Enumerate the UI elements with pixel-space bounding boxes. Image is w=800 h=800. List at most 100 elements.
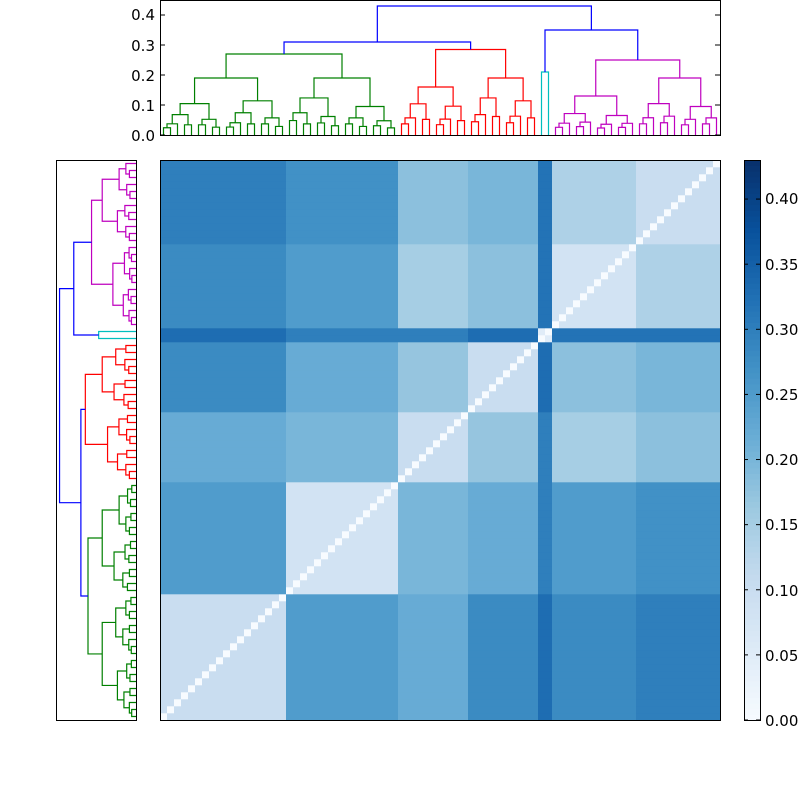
heatmap-cell (468, 286, 476, 294)
heatmap-cell (419, 608, 427, 616)
heatmap-cell (251, 440, 259, 448)
heatmap-cell (531, 398, 539, 406)
heatmap-cell (545, 349, 553, 357)
dendrogram-link (509, 115, 522, 135)
heatmap-cell (293, 363, 301, 371)
heatmap-cell (412, 300, 420, 308)
heatmap-cell (167, 349, 175, 357)
heatmap-cell (496, 244, 504, 252)
heatmap-cell (559, 412, 567, 420)
heatmap-cell (440, 230, 448, 238)
heatmap-cell (167, 174, 175, 182)
heatmap-cell (160, 601, 168, 609)
heatmap-cell (335, 405, 343, 413)
heatmap-cell (461, 559, 469, 567)
heatmap-cell (454, 454, 462, 462)
heatmap-cell (510, 167, 518, 175)
heatmap-cell (503, 447, 511, 455)
heatmap-cell (566, 650, 574, 658)
heatmap-cell (223, 174, 231, 182)
heatmap-cell (468, 188, 476, 196)
heatmap-cell (356, 419, 364, 427)
heatmap-cell (447, 230, 455, 238)
heatmap-cell (412, 678, 420, 686)
heatmap-cell (524, 622, 532, 630)
heatmap-cell (300, 377, 308, 385)
heatmap-cell (237, 174, 245, 182)
heatmap-cell (517, 636, 525, 644)
heatmap-cell (503, 321, 511, 329)
heatmap-cell (412, 489, 420, 497)
heatmap-cell (391, 342, 399, 350)
heatmap-cell (223, 209, 231, 217)
dendrogram-link (617, 126, 627, 135)
heatmap-cell (279, 209, 287, 217)
heatmap-cell (167, 692, 175, 700)
heatmap-cell (328, 265, 336, 273)
heatmap-cell (251, 615, 259, 623)
heatmap-cell (265, 433, 273, 441)
heatmap-cell (251, 195, 259, 203)
heatmap-cell (251, 230, 259, 238)
heatmap-cell (482, 384, 490, 392)
heatmap-cell (279, 237, 287, 245)
heatmap-cell (391, 160, 399, 168)
heatmap-cell (370, 244, 378, 252)
heatmap-cell (468, 433, 476, 441)
heatmap-cell (286, 167, 294, 175)
heatmap-cell (328, 594, 336, 602)
heatmap-cell (426, 251, 434, 259)
dendrogram-link (101, 178, 120, 222)
heatmap-cell (517, 566, 525, 574)
heatmap-cell (272, 370, 280, 378)
heatmap-cell (384, 587, 392, 595)
heatmap-cell (286, 209, 294, 217)
heatmap-cell (454, 202, 462, 210)
heatmap-cell (461, 384, 469, 392)
heatmap-cell (419, 314, 427, 322)
heatmap-cell (426, 440, 434, 448)
heatmap-cell (160, 657, 168, 665)
heatmap-cell (293, 538, 301, 546)
heatmap-cell (538, 468, 546, 476)
heatmap-cell (503, 503, 511, 511)
heatmap-cell (279, 524, 287, 532)
heatmap-cell (216, 552, 224, 560)
heatmap-cell (223, 258, 231, 266)
heatmap-cell (552, 538, 560, 546)
heatmap-cell (475, 482, 483, 490)
heatmap-cell (419, 531, 427, 539)
heatmap-cell (202, 258, 210, 266)
heatmap-cell (559, 692, 567, 700)
heatmap-cell (482, 363, 490, 371)
dendrogram-link (299, 97, 329, 117)
heatmap-cell (272, 706, 280, 714)
heatmap-cell (552, 475, 560, 483)
heatmap-cell (398, 671, 406, 679)
heatmap-cell (328, 412, 336, 420)
heatmap-cell (307, 678, 315, 686)
heatmap-cell (307, 482, 315, 490)
heatmap-cell (468, 223, 476, 231)
heatmap-cell (510, 713, 518, 721)
heatmap-cell (335, 692, 343, 700)
heatmap-cell (580, 706, 588, 714)
heatmap-cell (328, 356, 336, 364)
heatmap-cell (202, 699, 210, 707)
heatmap-cell (272, 685, 280, 693)
heatmap-cell (398, 286, 406, 294)
heatmap-cell (461, 335, 469, 343)
heatmap-cell (286, 349, 294, 357)
heatmap-cell (503, 629, 511, 637)
heatmap-cell (377, 370, 385, 378)
heatmap-cell (503, 328, 511, 336)
heatmap-cell (258, 573, 266, 581)
heatmap-cell (160, 538, 168, 546)
heatmap-cell (349, 377, 357, 385)
heatmap-cell (377, 629, 385, 637)
dendrogram-link (126, 183, 136, 196)
dendrogram-link (125, 463, 136, 476)
heatmap-cell (370, 685, 378, 693)
heatmap-cell (223, 594, 231, 602)
heatmap-cell (510, 195, 518, 203)
